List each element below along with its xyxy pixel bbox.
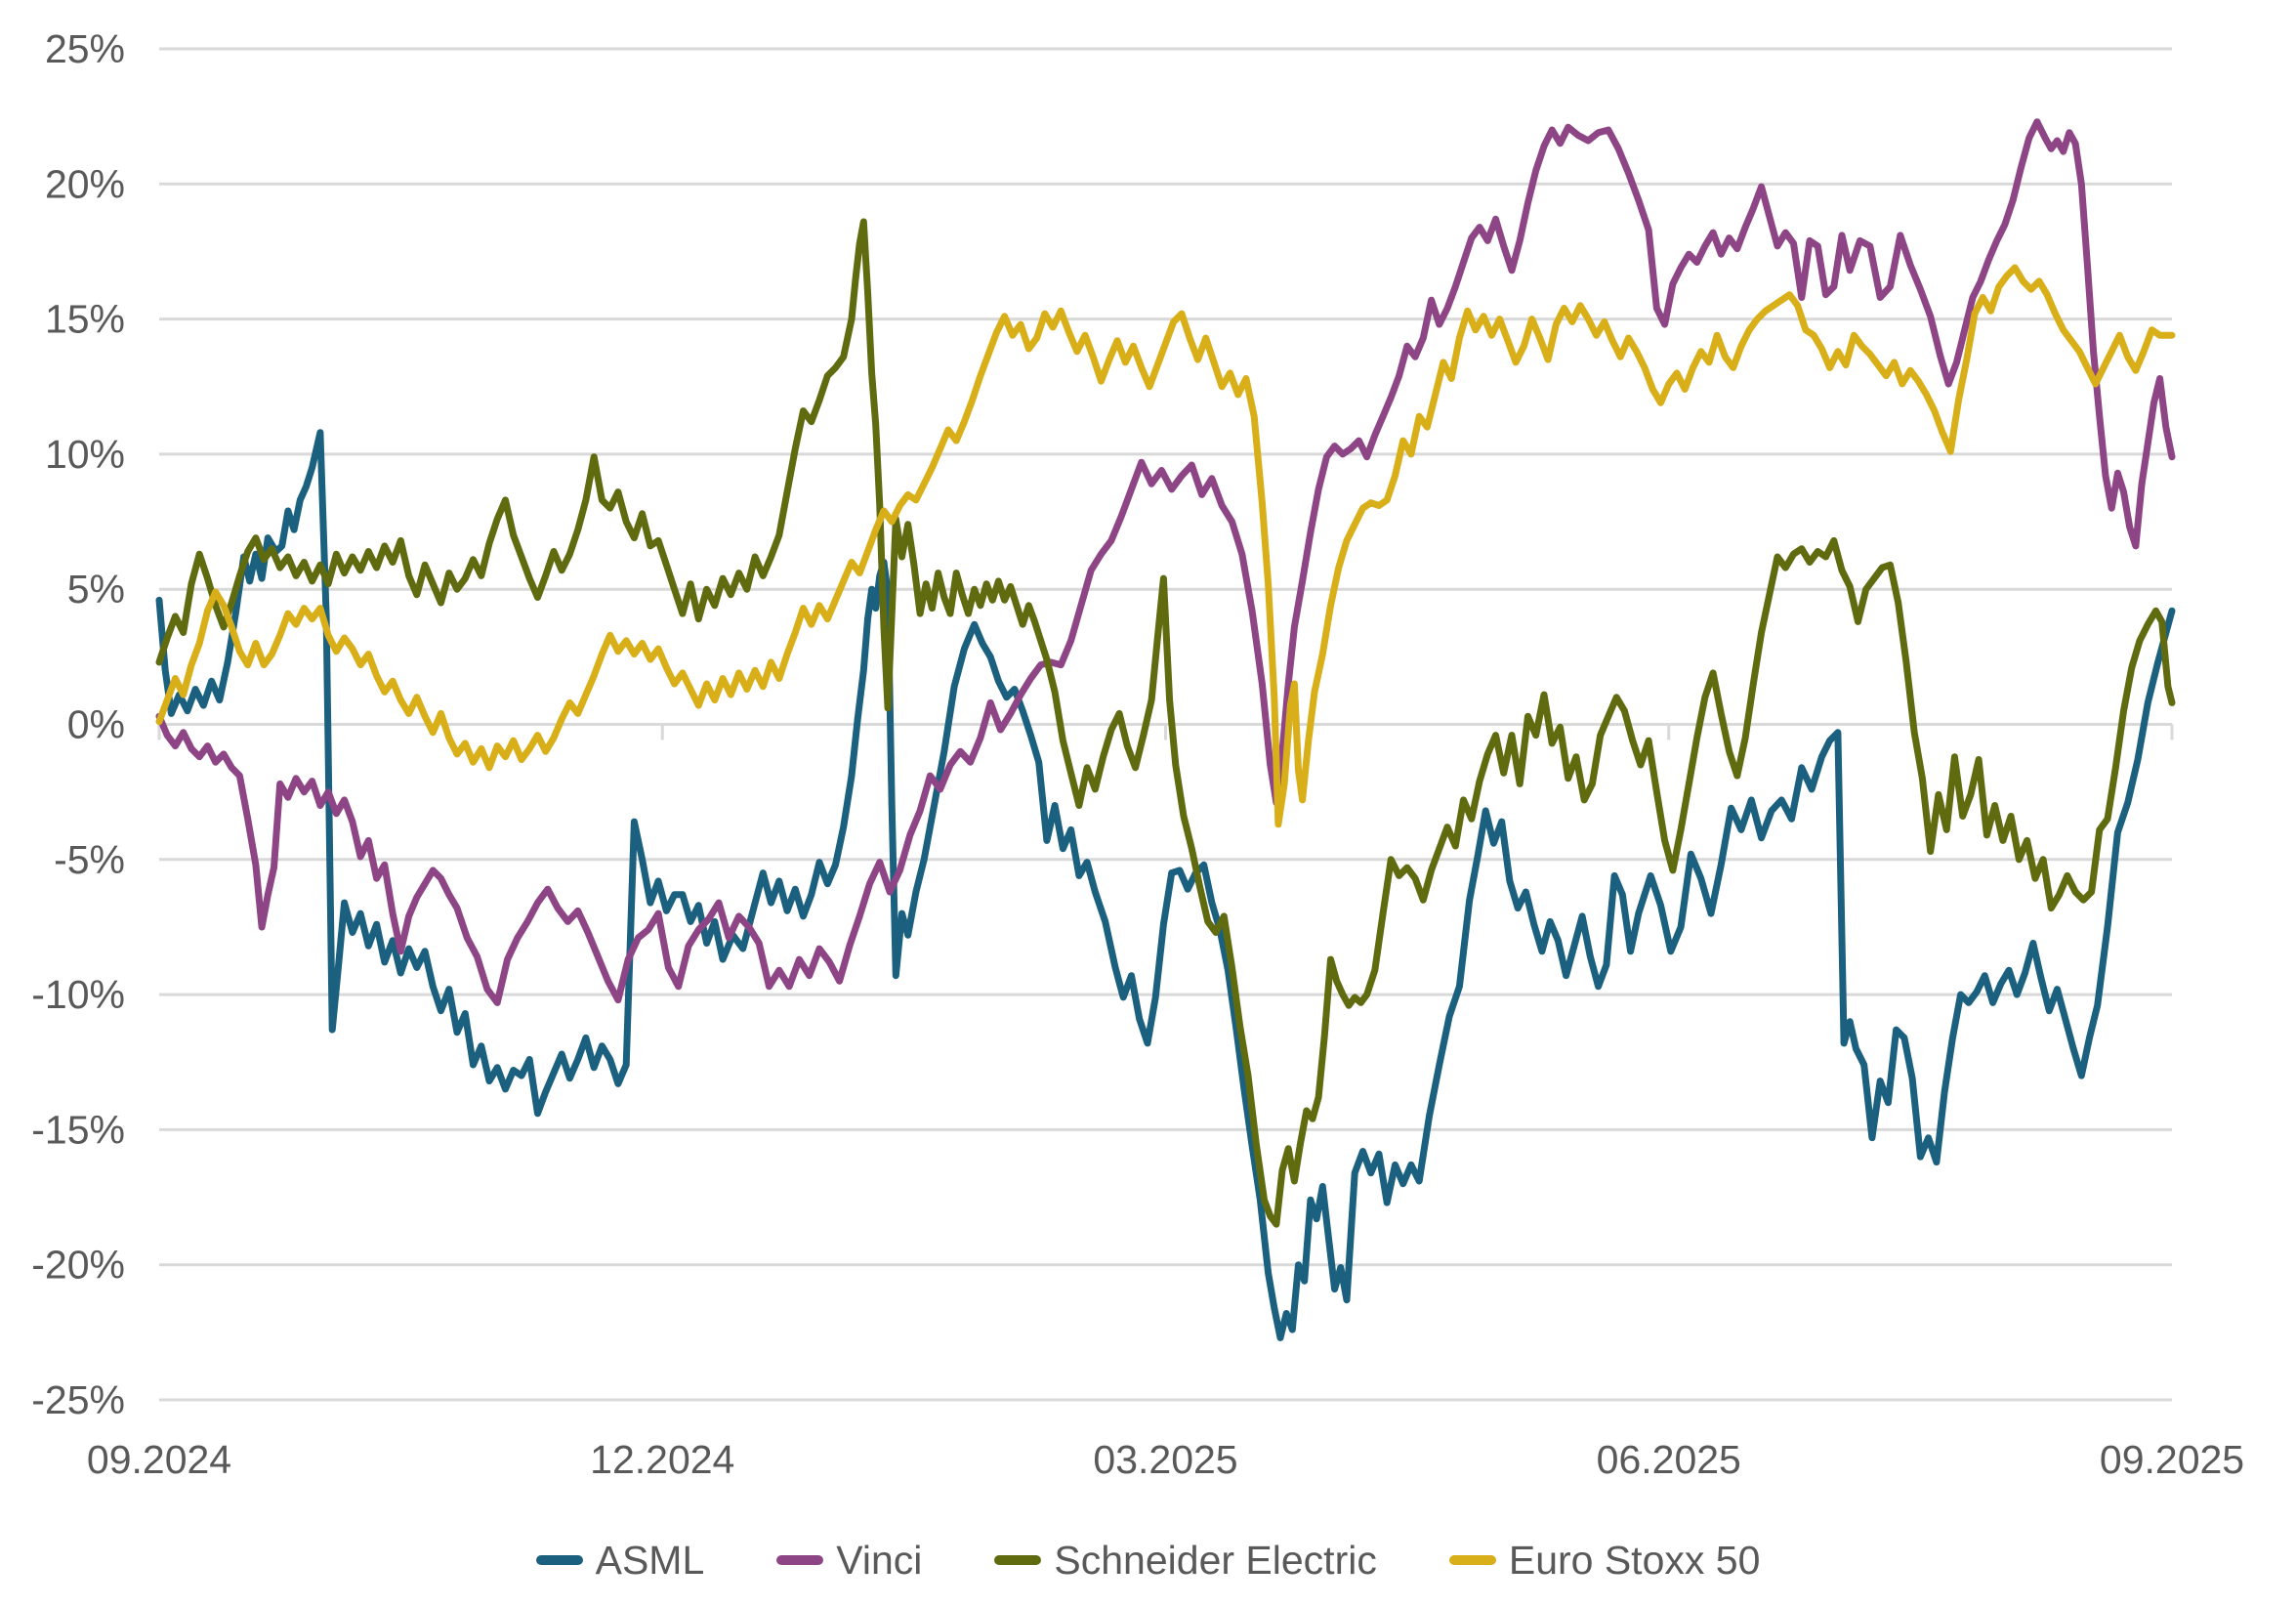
legend-label-euro-stoxx-50: Euro Stoxx 50 xyxy=(1508,1537,1761,1583)
y-axis-tick-label: -20% xyxy=(31,1243,125,1288)
series-line-asml xyxy=(155,429,2176,1341)
legend-swatch-asml xyxy=(535,1555,583,1565)
series-line-schneider-electric xyxy=(155,218,2176,1228)
y-axis-tick-label: -10% xyxy=(31,972,125,1017)
chart-legend: ASML Vinci Schneider Electric Euro Stoxx 50 xyxy=(0,1526,2296,1594)
x-axis-label-12.2024: 12.2024 xyxy=(590,1437,734,1482)
y-axis-tick-label: 20% xyxy=(45,161,125,206)
legend-label-asml: ASML xyxy=(595,1537,705,1583)
legend-item-euro-stoxx-50[interactable]: Euro Stoxx 50 xyxy=(1448,1537,1761,1583)
x-axis-label-09.2024: 09.2024 xyxy=(87,1437,231,1482)
legend-swatch-vinci xyxy=(776,1555,824,1565)
y-axis-tick-label: -15% xyxy=(31,1107,125,1152)
y-axis-tick-label: -5% xyxy=(54,837,125,882)
series-line-euro-stoxx-50 xyxy=(155,264,2176,828)
y-axis-tick-label: -25% xyxy=(31,1377,125,1422)
legend-label-schneider-electric: Schneider Electric xyxy=(1054,1537,1377,1583)
legend-swatch-schneider-electric xyxy=(994,1555,1042,1565)
y-axis-tick-label: 10% xyxy=(45,432,125,477)
x-axis-label-03.2025: 03.2025 xyxy=(1093,1437,1237,1482)
y-axis-tick-label: 15% xyxy=(45,297,125,342)
y-axis-tick-label: 5% xyxy=(67,567,125,612)
legend-swatch-euro-stoxx-50 xyxy=(1448,1555,1496,1565)
legend-item-vinci[interactable]: Vinci xyxy=(776,1537,923,1583)
x-axis-label-06.2025: 06.2025 xyxy=(1597,1437,1741,1482)
series-line-vinci xyxy=(155,118,2176,1006)
x-axis-label-09.2025: 09.2025 xyxy=(2100,1437,2244,1482)
y-axis-tick-label: 25% xyxy=(45,26,125,71)
y-axis-tick-label: 0% xyxy=(67,702,125,747)
legend-item-asml[interactable]: ASML xyxy=(535,1537,705,1583)
legend-label-vinci: Vinci xyxy=(836,1537,923,1583)
legend-item-schneider-electric[interactable]: Schneider Electric xyxy=(994,1537,1377,1583)
